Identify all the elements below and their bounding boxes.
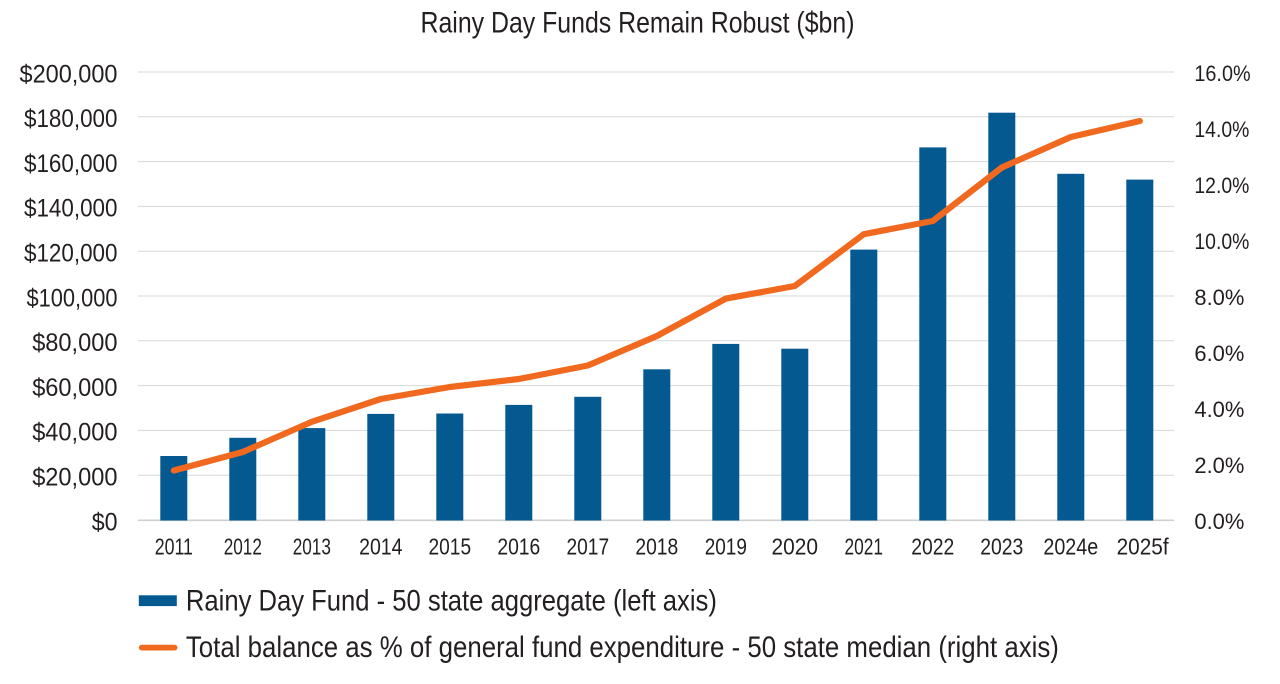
svg-text:4.0%: 4.0% [1194,397,1244,422]
svg-text:12.0%: 12.0% [1194,173,1249,198]
svg-text:$100,000: $100,000 [27,284,118,312]
svg-text:2025f: 2025f [1117,533,1170,559]
svg-text:16.0%: 16.0% [1194,61,1250,86]
svg-text:2011: 2011 [155,533,193,559]
svg-text:2018: 2018 [635,533,678,559]
svg-text:2023: 2023 [980,533,1023,559]
svg-text:2020: 2020 [772,533,819,559]
svg-text:2019: 2019 [705,533,747,559]
svg-text:$60,000: $60,000 [32,374,117,402]
svg-text:2015: 2015 [429,533,472,559]
svg-text:$140,000: $140,000 [24,195,118,223]
svg-text:Rainy Day Funds Remain Robust: Rainy Day Funds Remain Robust ($bn) [421,7,855,40]
svg-text:$160,000: $160,000 [24,150,118,178]
svg-text:8.0%: 8.0% [1194,285,1244,310]
svg-text:Rainy Day Fund - 50 state aggr: Rainy Day Fund - 50 state aggregate (lef… [186,584,717,617]
svg-text:Total balance as % of general: Total balance as % of general fund expen… [186,631,1059,664]
svg-text:2021: 2021 [845,533,884,559]
svg-text:0.0%: 0.0% [1194,509,1244,534]
svg-text:$180,000: $180,000 [24,105,118,133]
svg-text:2012: 2012 [224,533,262,559]
svg-text:2016: 2016 [497,533,540,559]
svg-text:$120,000: $120,000 [24,240,118,268]
svg-text:14.0%: 14.0% [1194,117,1249,142]
svg-text:$80,000: $80,000 [32,329,117,357]
svg-text:2017: 2017 [567,533,610,559]
svg-text:$200,000: $200,000 [20,60,118,88]
svg-text:2013: 2013 [293,533,331,559]
svg-text:2.0%: 2.0% [1194,453,1244,478]
svg-text:$20,000: $20,000 [32,464,117,492]
svg-text:6.0%: 6.0% [1194,341,1244,366]
svg-text:2014: 2014 [359,533,403,559]
svg-text:2024e: 2024e [1043,533,1098,559]
svg-text:2022: 2022 [911,533,954,559]
svg-text:$0: $0 [92,508,118,536]
svg-text:10.0%: 10.0% [1194,229,1249,254]
svg-text:$40,000: $40,000 [32,419,117,447]
